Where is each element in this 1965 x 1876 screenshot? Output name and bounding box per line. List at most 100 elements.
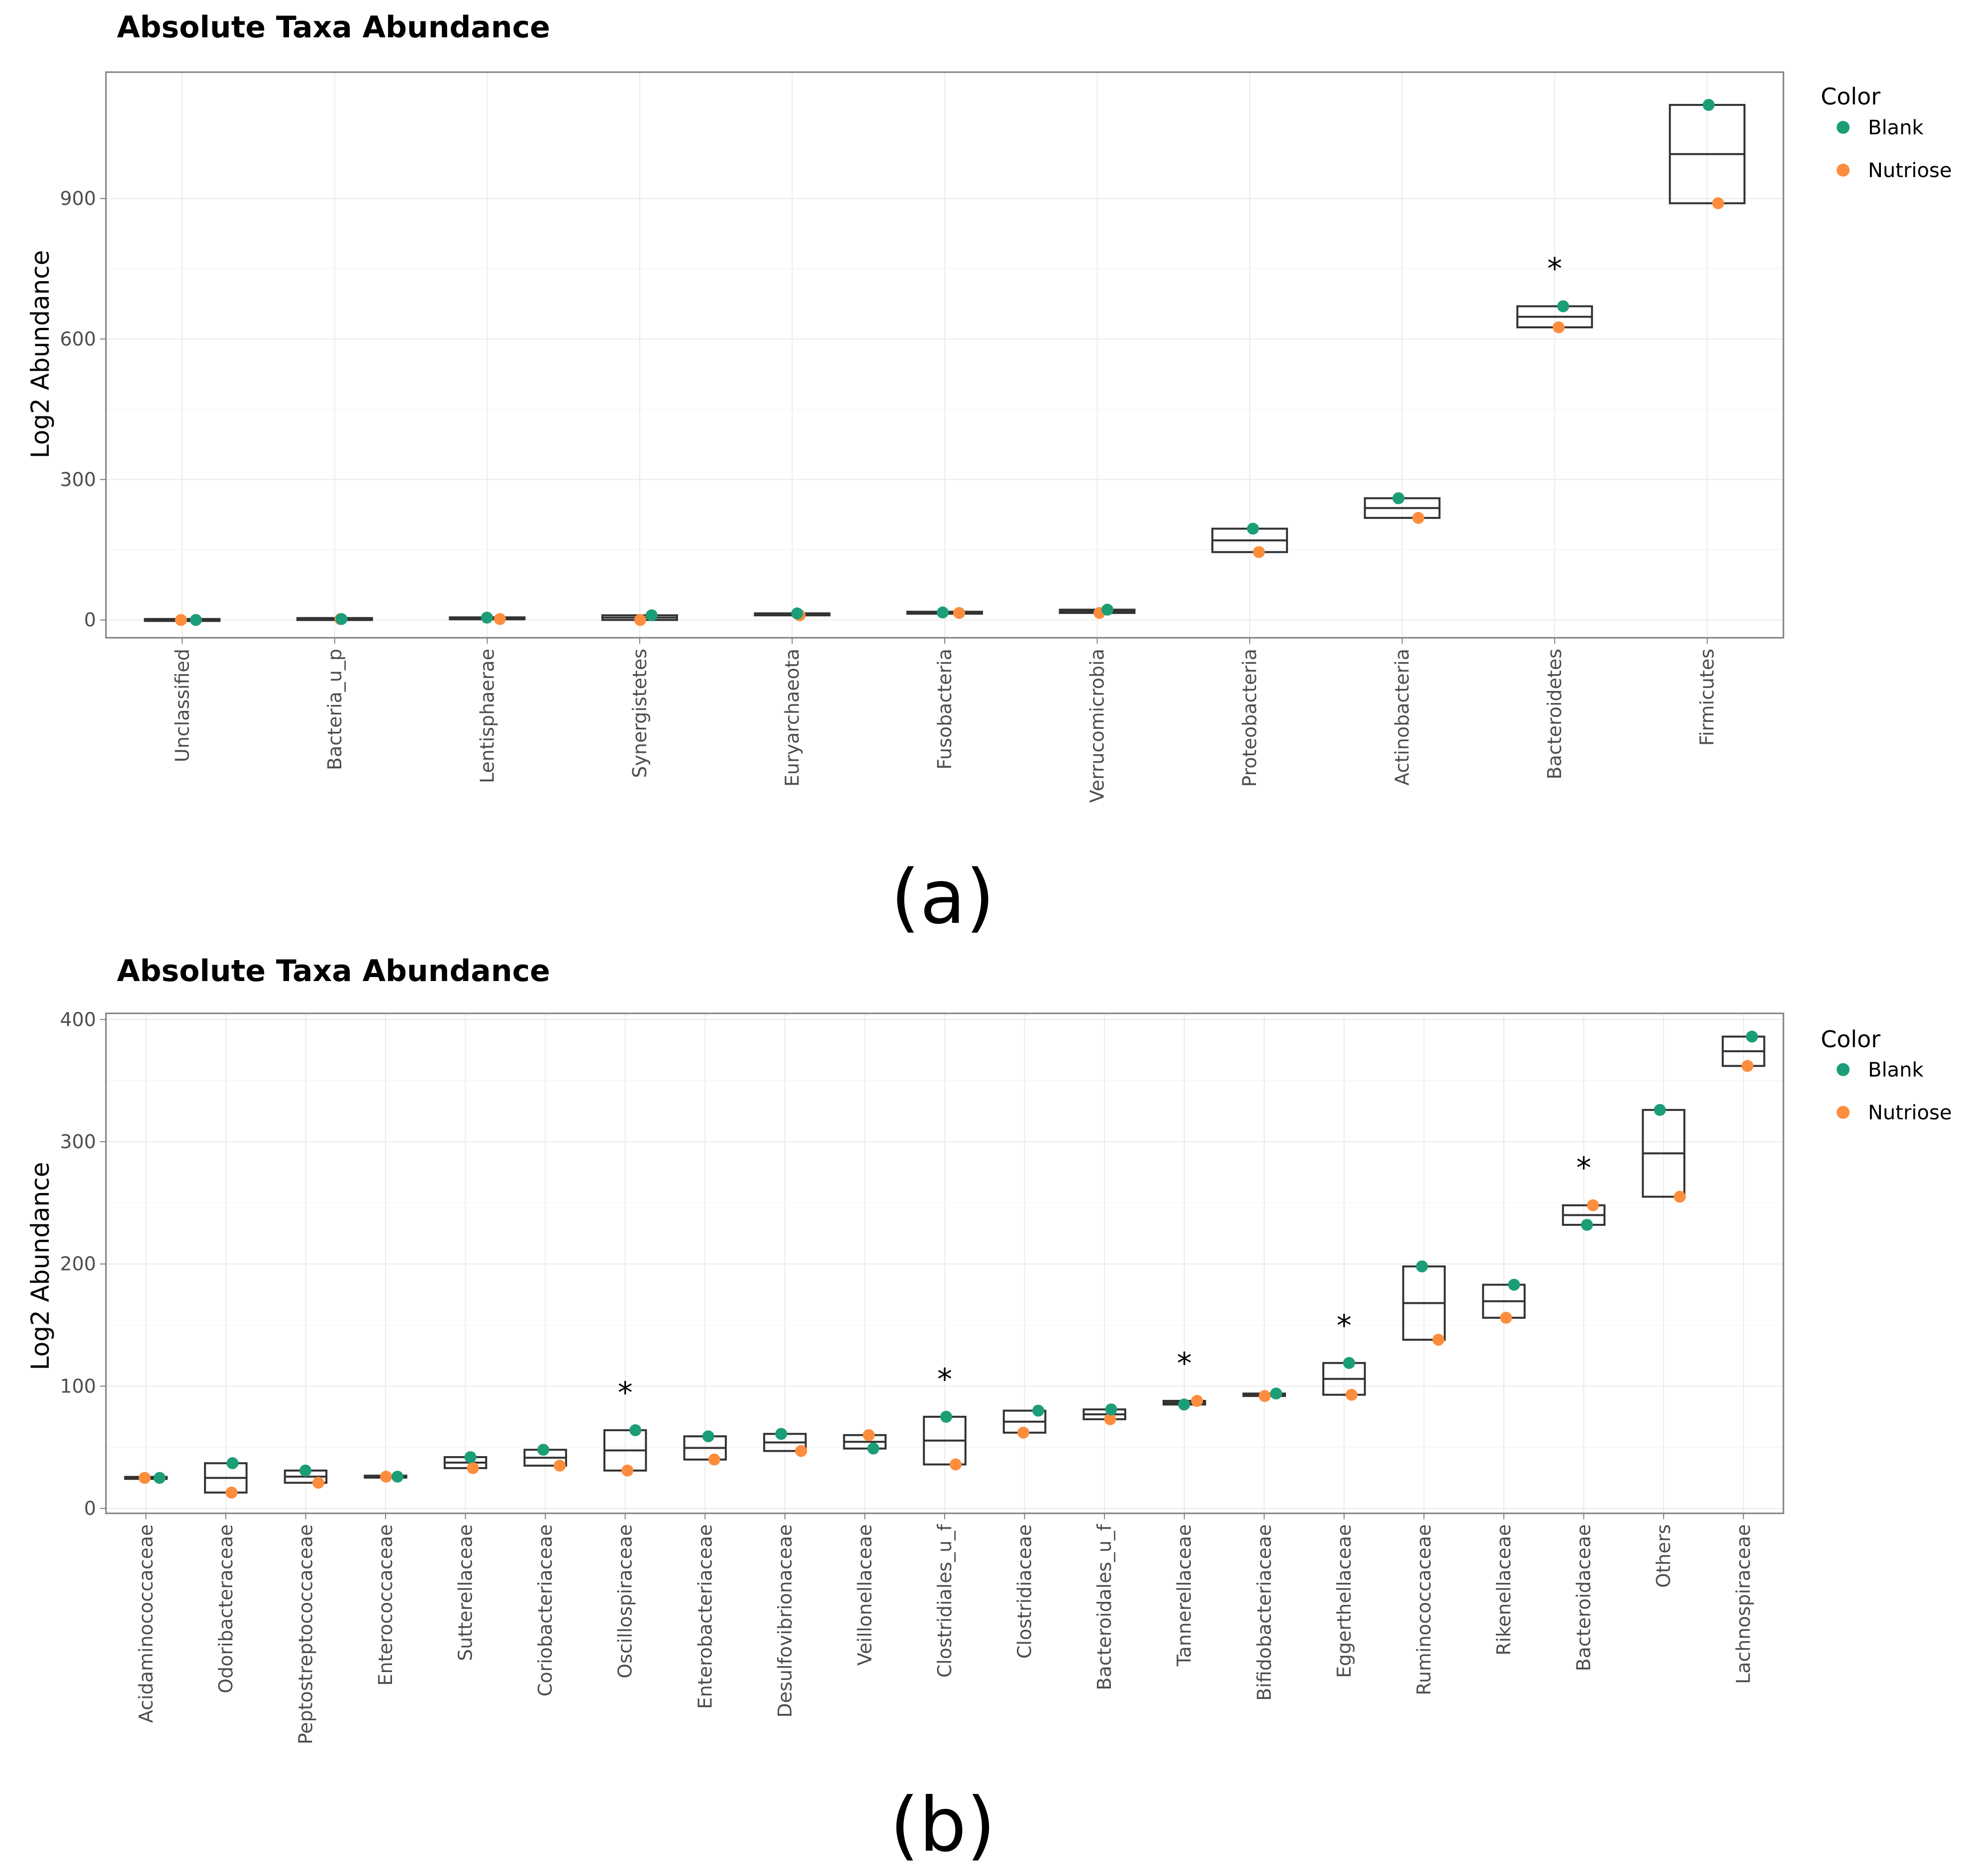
x-tick-label: Ruminococcaceae (1413, 1524, 1435, 1695)
x-tick-label: Coriobacteriaceae (534, 1524, 556, 1696)
significance-marker: * (1177, 1346, 1192, 1381)
x-tick-label: Clostridiales_u_f (934, 1523, 956, 1678)
point-nutriose (225, 1486, 238, 1499)
point-blank (775, 1428, 787, 1440)
point-blank (190, 614, 202, 626)
legend-key-nutriose (1837, 1106, 1850, 1119)
legend-label-blank: Blank (1868, 116, 1924, 139)
y-tick-label: 0 (84, 609, 96, 631)
panel-b: Absolute Taxa Abundance Log2 Abundance C… (26, 954, 1952, 1869)
point-blank (1178, 1398, 1190, 1411)
x-tick-label: Acidaminococcaceae (135, 1524, 157, 1723)
significance-marker: * (1337, 1308, 1352, 1343)
x-tick-label: Proteobacteria (1239, 649, 1261, 787)
point-nutriose (138, 1472, 151, 1484)
point-blank (1105, 1403, 1117, 1416)
y-axis-label: Log2 Abundance (26, 1162, 55, 1371)
x-tick-label: Firmicutes (1696, 649, 1718, 746)
x-tick-label: Clostridiaceae (1014, 1524, 1036, 1659)
y-tick-label: 600 (60, 328, 96, 350)
significance-marker: * (937, 1362, 952, 1397)
point-nutriose (1191, 1394, 1203, 1407)
legend: Color Blank Nutriose (1821, 83, 1952, 182)
point-blank (1508, 1279, 1520, 1291)
x-tick-label: Bacteroidales_u_f (1093, 1523, 1115, 1690)
significance-marker: * (1547, 252, 1562, 287)
x-tick-label: Enterobacteriaceae (694, 1524, 716, 1709)
point-blank (1032, 1404, 1045, 1417)
x-tick-label: Synergistetes (629, 649, 651, 778)
point-blank (537, 1444, 550, 1456)
chart-title: Absolute Taxa Abundance (117, 10, 550, 45)
x-tick-label: Oscillospiraceae (614, 1524, 636, 1679)
x-tick-label: Bacteroidetes (1544, 649, 1566, 780)
x-tick-label: Peptostreptococcaceae (295, 1524, 316, 1745)
point-nutriose (493, 613, 506, 625)
point-blank (1101, 603, 1114, 616)
point-blank (1654, 1104, 1666, 1116)
x-tick-label: Unclassified (171, 649, 193, 762)
point-nutriose (634, 614, 646, 626)
x-tick-label: Tannerellaceae (1174, 1524, 1195, 1667)
x-tick-label: Others (1653, 1524, 1674, 1588)
y-tick-label: 400 (60, 1008, 96, 1030)
point-blank (1270, 1387, 1282, 1400)
y-axis-label: Log2 Abundance (26, 250, 55, 459)
legend: Color Blank Nutriose (1821, 1026, 1952, 1124)
x-tick-label: Fusobacteria (934, 649, 956, 770)
x-tick-label: Rikenellaceae (1493, 1524, 1515, 1656)
legend-key-nutriose (1837, 164, 1850, 177)
point-blank (226, 1457, 239, 1470)
y-tick-label: 900 (60, 188, 96, 209)
plot-area: 0 300 600 900 Unclassified Bacteria_u_p Lentis… (60, 71, 1784, 803)
x-tick-label: Sutterellaceae (455, 1524, 477, 1661)
point-blank (940, 1410, 952, 1423)
point-nutriose (1104, 1413, 1116, 1425)
point-blank (791, 607, 803, 620)
point-blank (335, 613, 348, 625)
point-blank (867, 1442, 880, 1455)
x-tick-label: Enterococcaceae (375, 1524, 396, 1686)
x-tick-label: Lachnospiraceae (1733, 1524, 1755, 1684)
x-tick-label: Bifidobacteriaceae (1253, 1524, 1275, 1701)
point-nutriose (1432, 1334, 1445, 1346)
x-tick-label: Bacteria_u_p (324, 649, 346, 770)
point-blank (481, 611, 493, 624)
point-nutriose (621, 1464, 634, 1477)
point-nutriose (1017, 1426, 1030, 1439)
y-tick-label: 300 (60, 469, 96, 491)
point-blank (1702, 99, 1715, 111)
legend-label-nutriose: Nutriose (1868, 159, 1952, 182)
point-nutriose (175, 614, 187, 626)
point-nutriose (1412, 512, 1425, 524)
legend-label-nutriose: Nutriose (1868, 1101, 1952, 1124)
point-nutriose (1553, 321, 1565, 333)
point-nutriose (1500, 1311, 1512, 1324)
chart-title: Absolute Taxa Abundance (117, 954, 550, 988)
point-blank (1746, 1030, 1758, 1043)
point-blank (702, 1430, 714, 1443)
panel-label: (b) (890, 1782, 995, 1869)
legend-key-blank (1837, 1063, 1850, 1076)
y-tick-label: 0 (84, 1497, 96, 1519)
point-nutriose (1253, 546, 1265, 558)
y-tick-label: 200 (60, 1253, 96, 1275)
legend-title: Color (1821, 1026, 1880, 1053)
point-blank (392, 1471, 403, 1483)
point-nutriose (380, 1471, 392, 1483)
point-nutriose (953, 607, 965, 619)
point-nutriose (1345, 1388, 1358, 1401)
significance-marker: * (1576, 1151, 1591, 1185)
x-tick-label: Bacteroidaceae (1573, 1524, 1595, 1671)
point-nutriose (312, 1477, 324, 1489)
y-tick-label: 300 (60, 1131, 96, 1153)
point-blank (1392, 492, 1405, 504)
point-blank (629, 1424, 642, 1436)
point-nutriose (1673, 1190, 1686, 1203)
point-nutriose (708, 1453, 720, 1466)
point-nutriose (950, 1458, 962, 1471)
point-blank (464, 1451, 477, 1463)
legend-key-blank (1837, 121, 1850, 134)
point-nutriose (1712, 197, 1724, 209)
